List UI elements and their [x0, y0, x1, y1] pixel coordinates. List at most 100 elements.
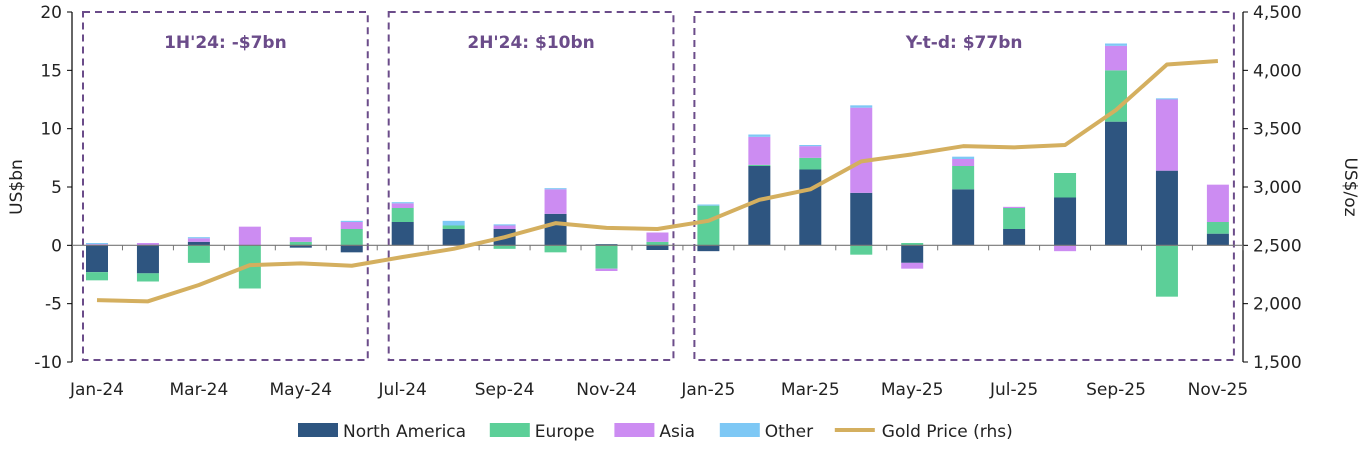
y-right-tick-label: 2,000: [1253, 295, 1302, 315]
bar-europe: [901, 243, 924, 246]
x-tick-label: Mar-25: [781, 380, 840, 400]
y-right-tick-label: 3,500: [1253, 120, 1302, 140]
bar-north-america: [544, 213, 567, 246]
bar-europe: [340, 229, 363, 246]
annotation-box: [387, 11, 675, 361]
bar-north-america: [799, 169, 822, 246]
bar-asia: [748, 136, 771, 165]
y-tick-label: 20: [40, 3, 62, 23]
bar-asia: [1105, 45, 1127, 71]
bar-europe: [391, 208, 414, 222]
bar-asia: [595, 268, 618, 271]
bar-asia: [1003, 206, 1026, 208]
legend-swatch: [298, 423, 338, 437]
legend-label: North America: [343, 422, 466, 442]
y-tick-label: -10: [34, 353, 62, 373]
x-tick-label: Sep-24: [475, 380, 535, 400]
bar-europe: [952, 166, 975, 190]
bar-europe: [697, 205, 720, 246]
bar-asia: [238, 226, 261, 246]
y-axis-label: US$bn: [7, 159, 27, 215]
x-tick-label: Nov-24: [576, 380, 637, 400]
bar-asia: [187, 238, 210, 242]
bar-north-america: [391, 222, 414, 246]
legend-swatch: [489, 423, 530, 437]
y-tick-label: 5: [51, 178, 62, 198]
bar-asia: [850, 107, 873, 193]
bar-other: [952, 156, 975, 159]
gold-price-line: [96, 59, 1219, 304]
bar-north-america: [86, 245, 108, 273]
bar-europe: [86, 272, 108, 281]
legend-label: Asia: [659, 422, 695, 442]
bar-europe: [289, 241, 312, 246]
x-tick-label: May-24: [269, 380, 332, 400]
y-tick-label: 0: [51, 236, 62, 256]
y-right-tick-label: 4,500: [1253, 3, 1302, 23]
legend-label: Europe: [535, 422, 595, 442]
bar-asia: [289, 237, 312, 242]
bar-north-america: [901, 245, 924, 263]
bar-europe: [136, 273, 159, 282]
bar-asia: [952, 159, 975, 166]
bar-north-america: [442, 229, 465, 246]
bar-asia: [1054, 245, 1077, 252]
bar-europe: [1206, 222, 1229, 234]
legend-swatch: [719, 423, 760, 437]
bar-asia: [1206, 184, 1229, 222]
bar-asia: [544, 189, 567, 214]
bar-north-america: [952, 189, 975, 246]
annotation-box: [693, 11, 1235, 361]
y-tick-label: 10: [40, 120, 62, 140]
bar-asia: [340, 222, 363, 229]
x-tick-label: Jul-25: [989, 380, 1038, 400]
x-tick-label: Jan-25: [680, 380, 735, 400]
bar-other: [1105, 43, 1127, 46]
bar-other: [697, 204, 720, 206]
bar-other: [187, 237, 210, 239]
x-tick-label: May-25: [881, 380, 944, 400]
legend-label: Other: [765, 422, 813, 442]
bar-asia: [1155, 99, 1178, 171]
x-tick-label: Jul-24: [378, 380, 427, 400]
annotation-box: [82, 11, 369, 361]
bar-europe: [442, 225, 465, 229]
bar-north-america: [136, 245, 159, 274]
bar-other: [86, 243, 108, 245]
bar-north-america: [187, 241, 210, 246]
bar-other: [493, 224, 516, 226]
bar-north-america: [1206, 233, 1229, 246]
bar-north-america: [1105, 121, 1127, 246]
bar-asia: [493, 225, 516, 229]
y-right-tick-label: 2,500: [1253, 236, 1302, 256]
bar-europe: [1105, 70, 1127, 122]
bar-other: [544, 188, 567, 190]
bar-europe: [646, 241, 669, 246]
bar-europe: [799, 157, 822, 170]
bar-other: [1155, 98, 1178, 100]
bar-other: [748, 134, 771, 137]
legend-label: Gold Price (rhs): [882, 422, 1013, 442]
bar-europe: [1054, 173, 1077, 198]
x-tick-label: Mar-24: [170, 380, 229, 400]
bar-north-america: [697, 245, 720, 252]
bar-asia: [646, 232, 669, 242]
x-tick-label: Nov-25: [1188, 380, 1249, 400]
annotation-label: 1H'24: -$7bn: [164, 33, 287, 53]
bar-other: [391, 202, 414, 204]
bar-europe: [1155, 245, 1178, 297]
x-tick-label: Jan-24: [69, 380, 124, 400]
bar-europe: [748, 164, 771, 166]
annotation-label: 2H'24: $10bn: [467, 33, 594, 53]
bar-asia: [901, 262, 924, 269]
bar-europe: [595, 245, 618, 269]
y-right-axis-label: US$/oz: [1340, 157, 1360, 216]
bar-asia: [136, 243, 159, 246]
bar-europe: [544, 245, 567, 253]
y-tick-label: -5: [45, 295, 62, 315]
y-tick-label: 15: [40, 61, 62, 81]
bar-other: [442, 220, 465, 226]
bar-north-america: [1003, 229, 1026, 246]
bar-north-america: [1155, 170, 1178, 246]
